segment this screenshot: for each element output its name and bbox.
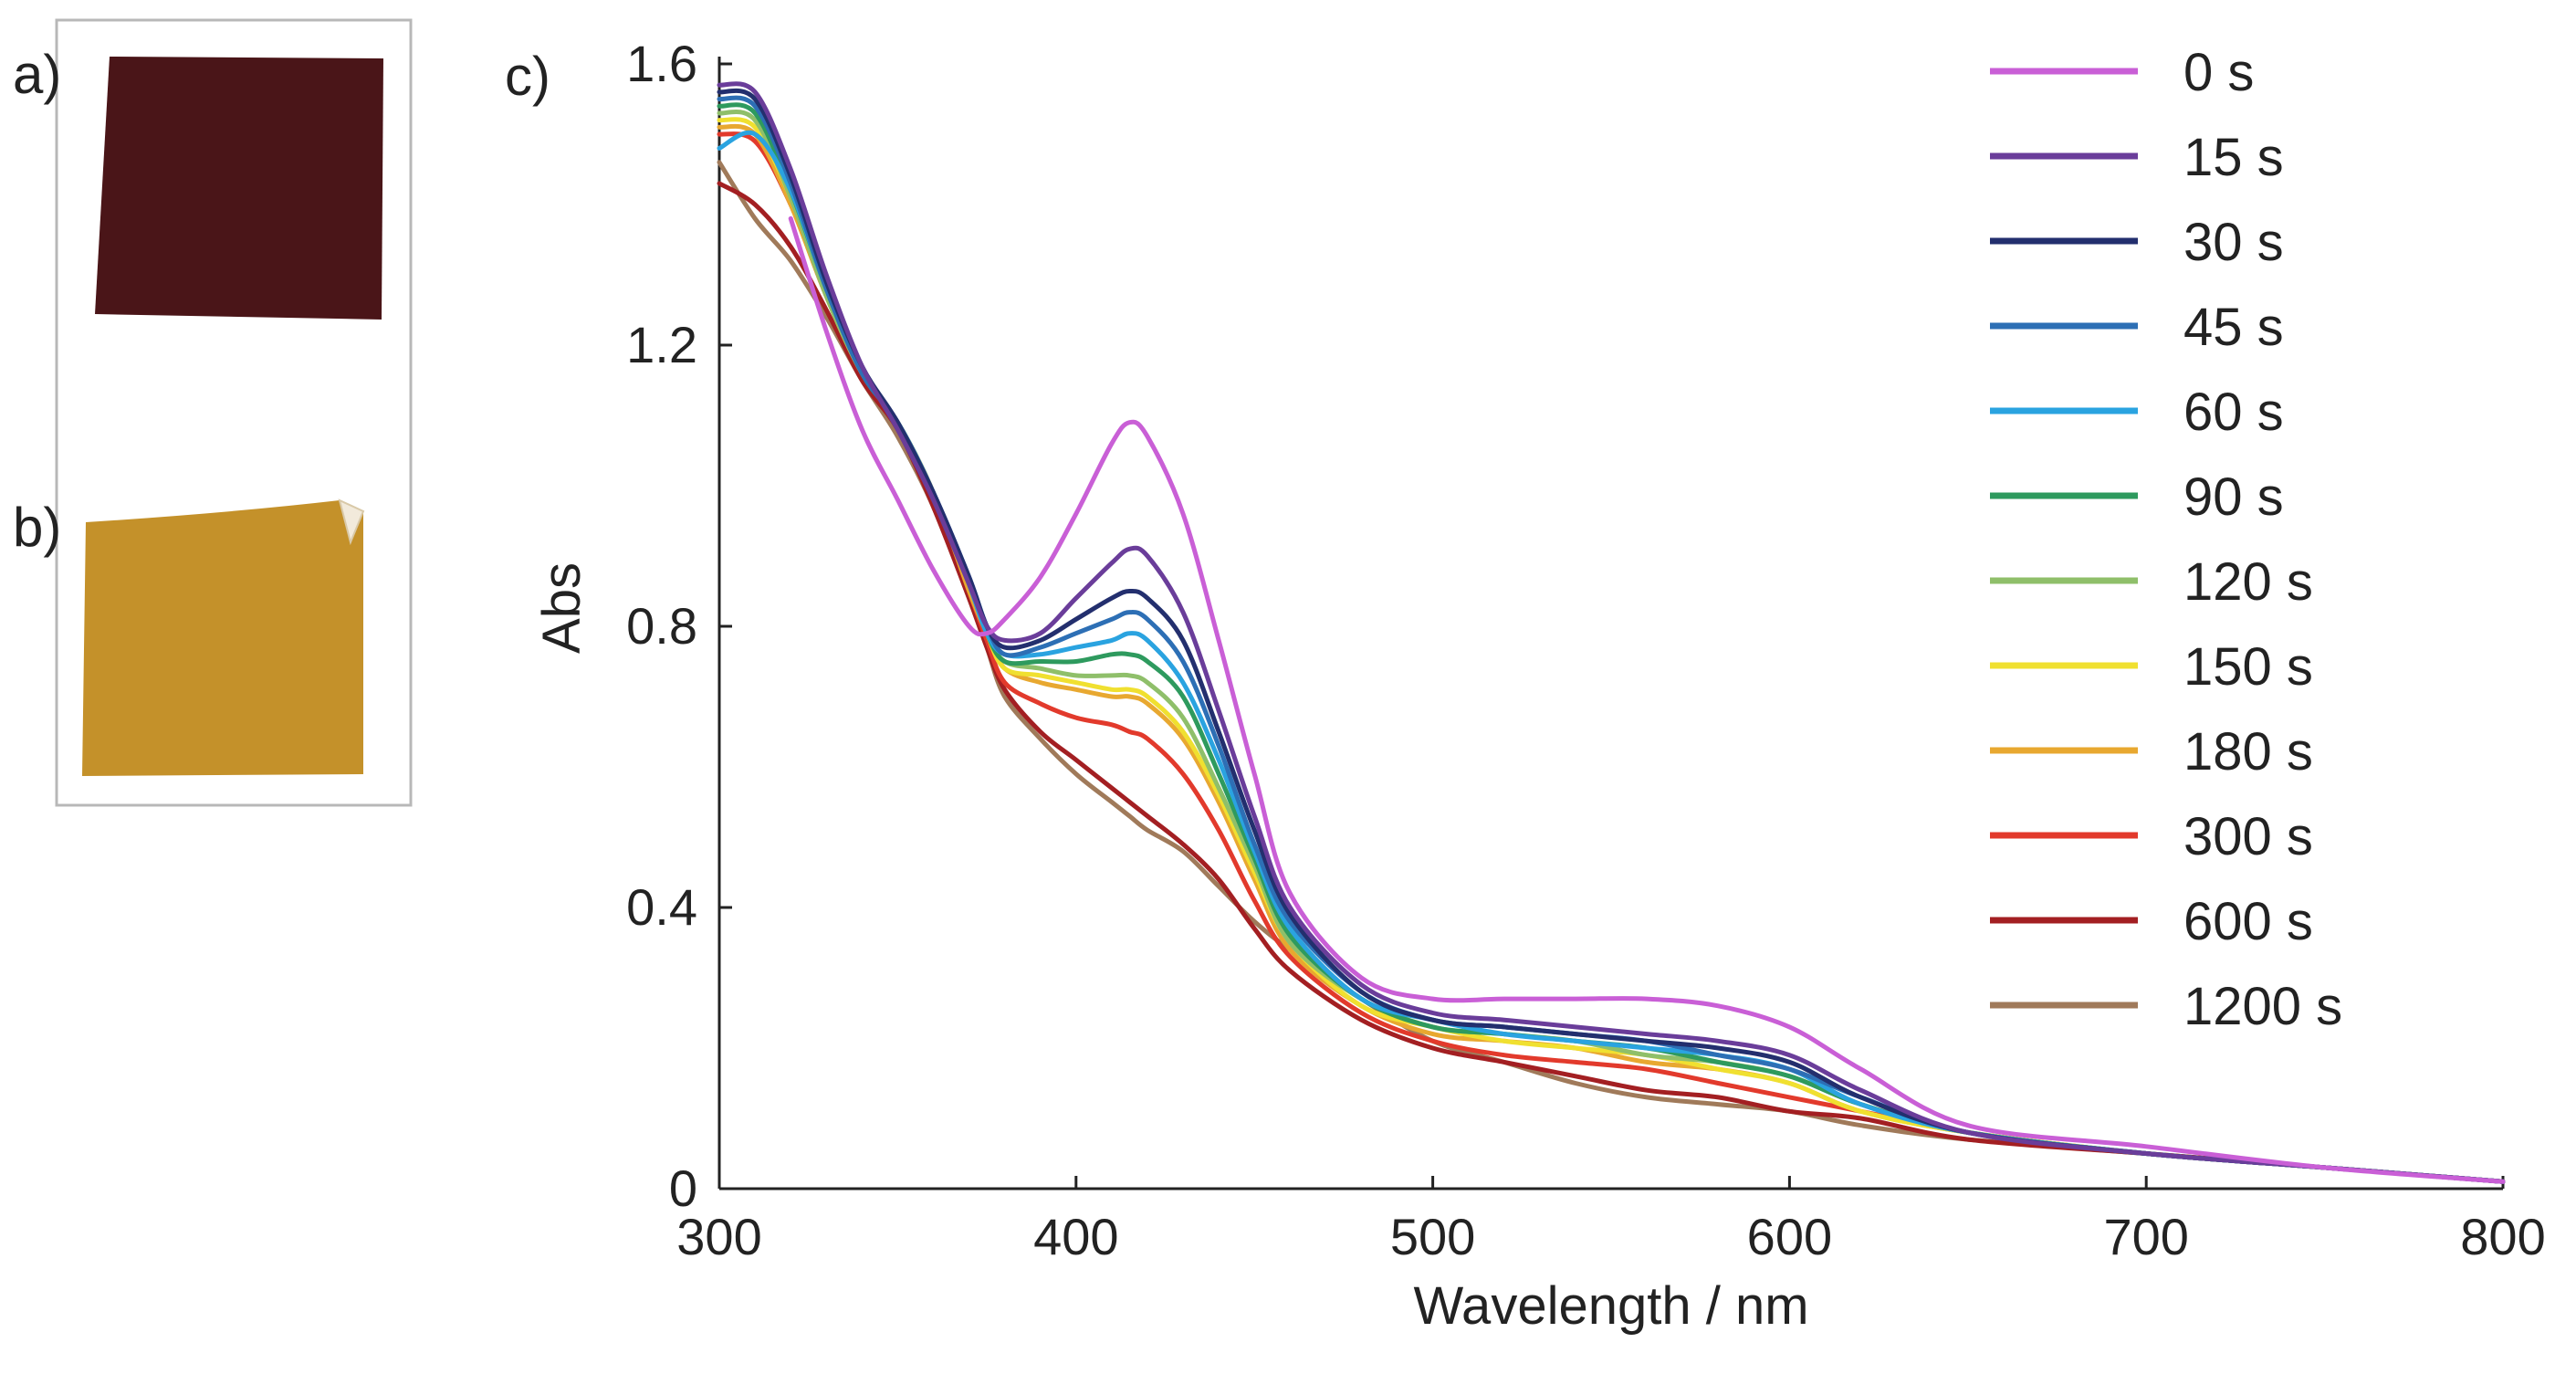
series-line-15s xyxy=(717,81,2506,1184)
series-line-30s xyxy=(717,88,2506,1184)
legend-label: 15 s xyxy=(2183,128,2284,187)
legend-label: 300 s xyxy=(2183,807,2313,866)
panel-a-label: a) xyxy=(13,44,61,105)
x-tick-label: 600 xyxy=(1747,1208,1832,1265)
x-tick-label: 500 xyxy=(1390,1208,1475,1265)
legend-label: 90 s xyxy=(2183,467,2284,527)
legend-label: 600 s xyxy=(2183,892,2313,951)
y-tick-label: 0 xyxy=(669,1159,697,1217)
spectra-chart: 0 0.4 0.8 1.2 1.6 300 400 500 600 700 800 Wavelengt… xyxy=(532,35,2546,1336)
series-lines xyxy=(717,81,2506,1184)
y-tick-label: 1.2 xyxy=(626,316,697,373)
film-yellow-swatch xyxy=(82,500,363,776)
y-tick-label: 0.4 xyxy=(626,878,697,936)
legend-label: 1200 s xyxy=(2183,977,2342,1036)
x-tick-label: 800 xyxy=(2460,1208,2545,1265)
x-axis-label: Wavelength / nm xyxy=(1413,1276,1808,1336)
x-tick-label: 700 xyxy=(2103,1208,2188,1265)
panel-c-label: c) xyxy=(505,46,550,107)
legend-label: 150 s xyxy=(2183,637,2313,697)
series-line-0s xyxy=(788,215,2506,1184)
legend-label: 0 s xyxy=(2183,43,2254,102)
x-tick-label: 400 xyxy=(1033,1208,1118,1265)
legend-label: 45 s xyxy=(2183,298,2284,357)
legend-label: 60 s xyxy=(2183,383,2284,442)
film-dark-swatch xyxy=(95,57,383,320)
y-tick-label: 0.8 xyxy=(626,597,697,655)
x-tick-label: 300 xyxy=(676,1208,761,1265)
legend-label: 120 s xyxy=(2183,552,2313,612)
legend-label: 30 s xyxy=(2183,213,2284,272)
y-axis-label: Abs xyxy=(532,562,592,654)
panel-b-label: b) xyxy=(13,497,61,558)
film-peel-corner xyxy=(338,498,365,546)
legend-label: 180 s xyxy=(2183,722,2313,781)
y-tick-label: 1.6 xyxy=(626,35,697,92)
legend: 0 s 15 s 30 s 45 s 60 s 90 s 120 s 150 s 180 s 30… xyxy=(1990,43,2342,1036)
